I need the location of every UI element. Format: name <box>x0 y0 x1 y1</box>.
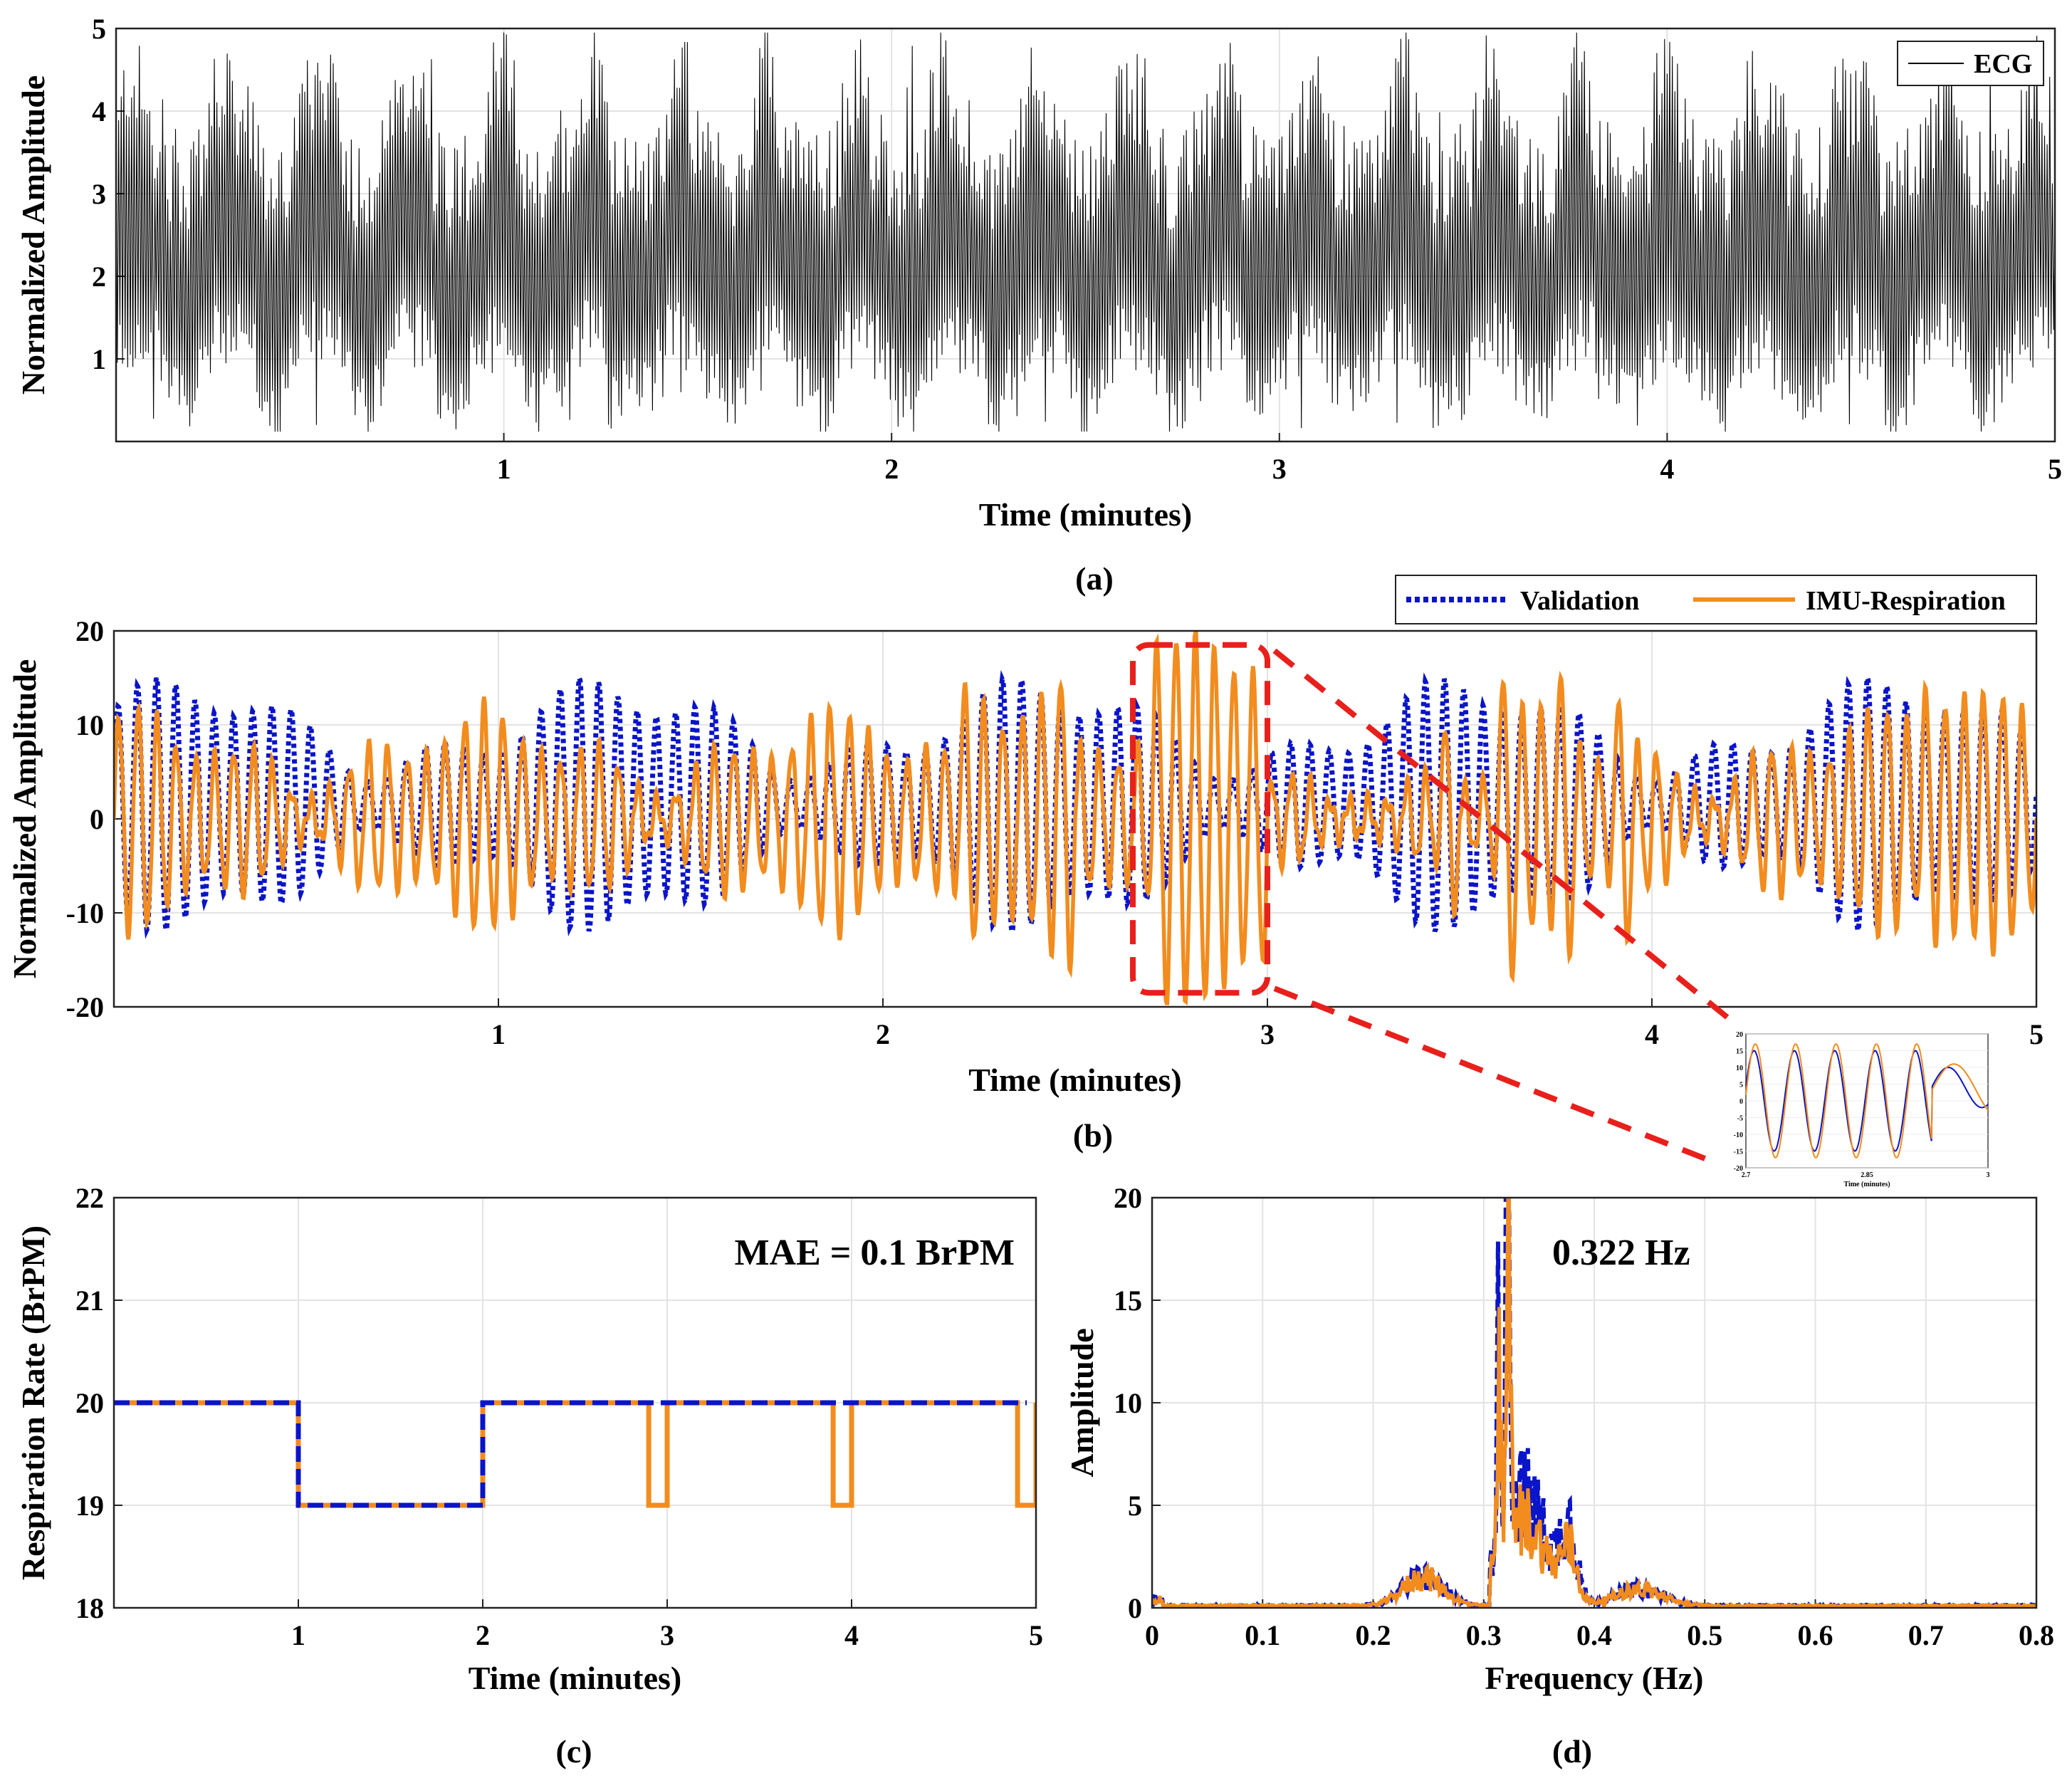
legend: ECG <box>1897 41 2044 86</box>
x-tick-label: 5 <box>2048 453 2062 485</box>
x-tick-label: 0.4 <box>1576 1619 1612 1651</box>
inset-line-imu-respiration <box>1745 1043 1989 1159</box>
inset-y-tick-label: 5 <box>1739 1082 1743 1089</box>
inset-y-tick-label: -5 <box>1737 1115 1743 1123</box>
inset-y-tick-label: 15 <box>1736 1048 1743 1056</box>
peak-annotation: 0.322 Hz <box>1552 1233 1690 1273</box>
x-tick-label: 4 <box>1660 453 1674 485</box>
x-tick-label: 5 <box>1029 1619 1043 1651</box>
y-tick-label: 1 <box>92 343 106 375</box>
y-tick-label: 18 <box>75 1592 104 1624</box>
chart-a: 1 2 3 4 5 1 2 3 4 5 Time (minutes) Normalized Ampli… <box>15 13 2062 597</box>
x-tick-label: 2 <box>884 453 899 485</box>
y-tick-label: 5 <box>92 13 106 45</box>
inset-y-tick-label: 0 <box>1739 1098 1743 1106</box>
y-tick-label: 20 <box>75 1387 104 1419</box>
x-tick-label: 0.2 <box>1356 1619 1391 1651</box>
chart-b: 1 2 3 4 5 -20 -10 0 10 20 Time (minutes) Normalized… <box>6 575 2044 1188</box>
inset-y-tick-label: -20 <box>1734 1165 1743 1173</box>
inset-x-tick-label: 2.7 <box>1742 1171 1751 1179</box>
chart-c: 1 2 3 4 5 18 19 20 21 22 Time (minutes) Respiration… <box>15 1182 1043 1769</box>
y-tick-label: -20 <box>66 991 104 1023</box>
x-tick-label: 4 <box>1645 1018 1659 1050</box>
series-line-imu-respiration <box>1152 1198 2036 1608</box>
series-line-imu-respiration <box>114 631 2036 1005</box>
y-axis-label: Amplitude <box>1064 1328 1100 1478</box>
x-tick-label: 1 <box>497 453 511 485</box>
x-tick-label: 0.8 <box>2019 1619 2054 1651</box>
legend-label-validation: Validation <box>1520 586 1640 616</box>
x-tick-label: 0 <box>1145 1619 1159 1651</box>
zoom-connector-bottom <box>1273 985 1719 1166</box>
x-tick-label: 2 <box>876 1018 890 1050</box>
x-tick-label: 4 <box>844 1619 859 1651</box>
zoom-connector-top <box>1272 648 1732 1023</box>
inset-y-tick-label: -15 <box>1734 1149 1743 1156</box>
series-line-ecg <box>116 32 2055 432</box>
inset-x-axis-label: Time (minutes) <box>1843 1181 1890 1188</box>
x-tick-label: 0.5 <box>1687 1619 1722 1651</box>
y-tick-label: -10 <box>66 897 104 929</box>
y-tick-label: 5 <box>1128 1490 1142 1522</box>
axes-frame <box>113 629 2038 1008</box>
series-line-validation <box>114 1400 1027 1508</box>
y-tick-label: 4 <box>92 95 106 127</box>
inset-x-tick-label: 2.85 <box>1861 1171 1873 1179</box>
x-axis-label: Time (minutes) <box>979 496 1192 533</box>
series-group <box>116 32 2055 432</box>
mae-annotation: MAE = 0.1 BrPM <box>734 1233 1015 1273</box>
x-axis-label: Frequency (Hz) <box>1485 1660 1703 1696</box>
x-axis-label: Time (minutes) <box>968 1062 1181 1098</box>
x-tick-label: 3 <box>660 1619 674 1651</box>
x-tick-label: 0.1 <box>1245 1619 1280 1651</box>
x-tick-label: 1 <box>291 1619 305 1651</box>
y-tick-label: 10 <box>75 709 104 741</box>
panel-label: (b) <box>1073 1117 1113 1154</box>
y-tick-label: 3 <box>92 178 106 210</box>
y-tick-label: 22 <box>75 1182 104 1214</box>
axes-frame <box>115 27 2056 443</box>
y-tick-label: 0 <box>1128 1592 1142 1624</box>
inset: -20 -15 -10 -5 0 5 10 15 20 2.7 2.85 3 Time (minutes… <box>1734 1031 1990 1188</box>
x-tick-label: 0.7 <box>1908 1619 1944 1651</box>
x-tick-label: 1 <box>491 1018 506 1050</box>
x-tick-label: 3 <box>1272 453 1287 485</box>
series-group <box>114 1400 1036 1508</box>
y-tick-label: 21 <box>75 1285 104 1317</box>
inset-y-tick-label: 20 <box>1736 1031 1743 1039</box>
panel-label: (d) <box>1552 1733 1592 1769</box>
inset-x-tick-label: 3 <box>1987 1171 1990 1179</box>
panel-label: (a) <box>1075 560 1114 597</box>
chart-d: 0 0.1 0.2 0.3 0.4 0.5 0.6 0.7 0.8 0 5 10 15 20 Frequen… <box>1064 1182 2054 1769</box>
y-tick-label: 0 <box>90 803 104 835</box>
zoom-box <box>1130 642 1270 996</box>
panel-label: (c) <box>555 1733 592 1769</box>
y-tick-label: 2 <box>92 261 106 293</box>
y-tick-label: 10 <box>1114 1387 1142 1419</box>
y-tick-label: 19 <box>75 1490 104 1522</box>
y-axis-label: Normalized Amplitude <box>6 659 43 978</box>
series-line-validation <box>114 669 2036 941</box>
inset-y-tick-label: 10 <box>1736 1065 1743 1072</box>
inset-y-tick-label: -10 <box>1734 1131 1743 1139</box>
x-axis-label: Time (minutes) <box>469 1660 681 1696</box>
x-tick-label: 0.6 <box>1798 1619 1833 1651</box>
legend-label-imu-respiration: IMU-Respiration <box>1806 586 2006 616</box>
series-group <box>114 631 2036 1005</box>
y-tick-label: 20 <box>1114 1182 1142 1214</box>
series-group <box>1152 1198 2036 1608</box>
y-axis-label: Normalized Amplitude <box>15 75 51 394</box>
legend-label-ecg: ECG <box>1974 49 2032 79</box>
x-tick-label: 3 <box>1260 1018 1275 1050</box>
legend: Validation IMU-Respiration <box>1395 575 2037 624</box>
y-tick-label: 15 <box>1114 1285 1142 1317</box>
x-tick-label: 5 <box>2029 1018 2044 1050</box>
x-tick-label: 2 <box>476 1619 490 1651</box>
y-tick-label: 20 <box>75 615 104 647</box>
axes-frame <box>1151 1196 2038 1609</box>
x-tick-label: 0.3 <box>1466 1619 1502 1651</box>
axes-frame <box>113 1196 1037 1609</box>
y-axis-label: Respiration Rate (BrPM) <box>15 1225 51 1580</box>
